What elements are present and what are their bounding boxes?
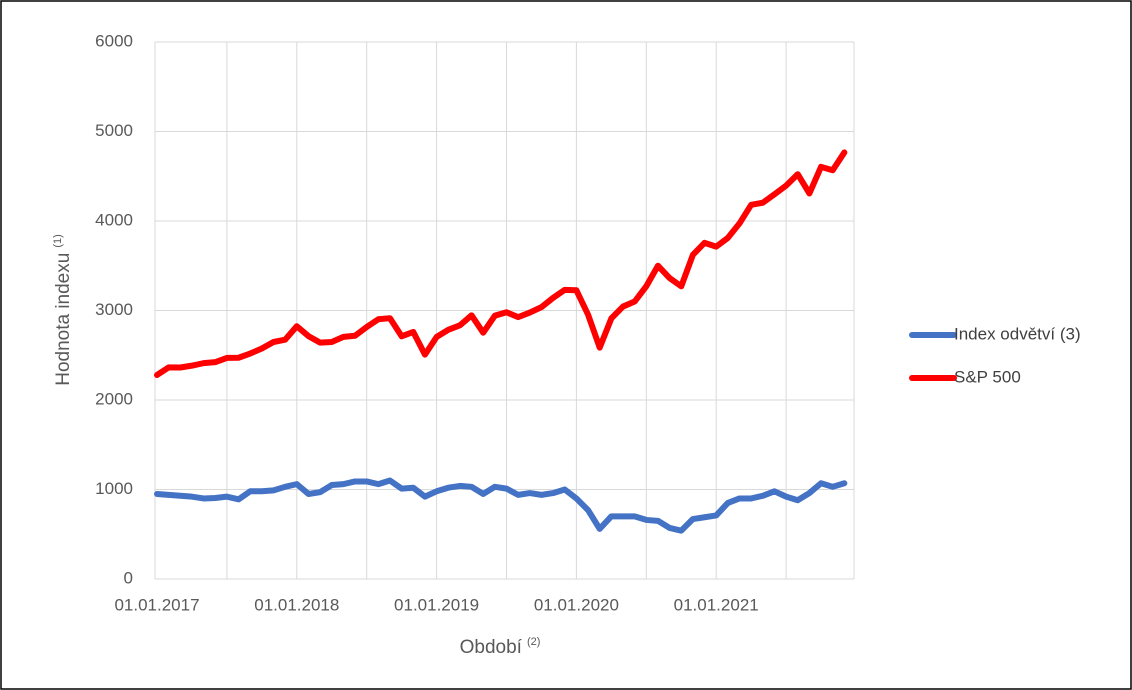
x-axis-title: Období (2) [460, 636, 541, 658]
y-axis-title-note: (1) [52, 234, 64, 247]
series-line [154, 149, 848, 379]
y-tick-label: 5000 [95, 121, 133, 140]
y-axis-title-text: Hodnota indexu [53, 253, 74, 386]
legend-label: S&P 500 [954, 367, 1021, 386]
y-tick-label: 4000 [95, 210, 133, 229]
x-axis-title-text: Období [460, 637, 523, 658]
y-tick-label: 6000 [95, 31, 133, 50]
y-axis-title: Hodnota indexu (1) [52, 234, 74, 386]
y-tick-label: 0 [124, 568, 133, 587]
x-tick-label: 01.01.2019 [394, 595, 479, 614]
x-tick-label: 01.01.2018 [254, 595, 339, 614]
x-axis-title-note: (2) [527, 636, 540, 648]
series-line [154, 477, 848, 534]
legend-label: Index odvětví (3) [954, 324, 1081, 343]
x-tick-label: 01.01.2017 [114, 595, 199, 614]
x-tick-label: 01.01.2020 [534, 595, 619, 614]
x-tick-label: 01.01.2021 [674, 595, 759, 614]
y-tick-label: 1000 [95, 479, 133, 498]
y-tick-label: 2000 [95, 389, 133, 408]
y-tick-label: 3000 [95, 300, 133, 319]
